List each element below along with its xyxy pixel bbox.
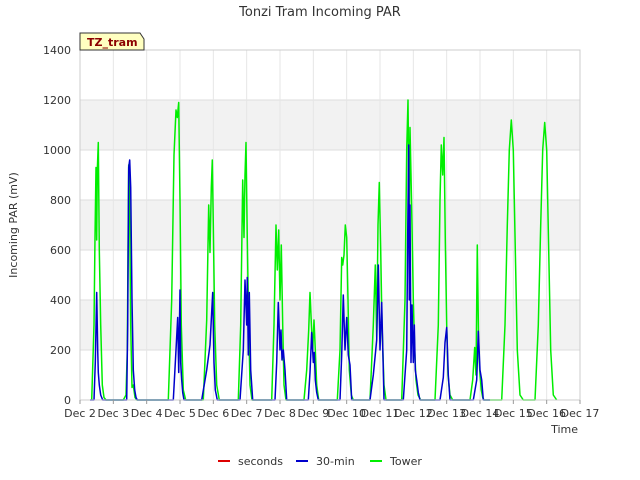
chart-title: Tonzi Tram Incoming PAR [238,5,401,20]
x-tick-label: Dec 14 [461,407,500,420]
plot-frame [79,49,581,401]
x-tick-label: Dec 13 [427,407,466,420]
legend-label-seconds: seconds [238,455,283,468]
x-tick-label: Dec 6 [197,407,229,420]
y-tick-label: 200 [50,344,71,357]
y-tick-label: 600 [50,244,71,257]
x-tick-label: Dec 11 [361,407,400,420]
x-tick-label: Dec 8 [264,407,296,420]
x-tick-label: Dec 9 [297,407,329,420]
y-axis-title: Incoming PAR (mV) [7,172,20,278]
x-tick-label: Dec 17 [561,407,600,420]
y-tick-label: 1400 [43,44,71,57]
y-tick-label: 1000 [43,144,71,157]
x-tick-label: Dec 15 [494,407,533,420]
band-600 [80,200,580,250]
y-tick-label: 400 [50,294,71,307]
y-tick-label: 1200 [43,94,71,107]
x-tick-label: Dec 7 [231,407,263,420]
y-tick-label: 800 [50,194,71,207]
legend: seconds 30-min Tower [218,455,422,468]
x-tick-label: Dec 5 [164,407,196,420]
x-tick-label: Dec 2 [64,407,96,420]
x-tick-label: Dec 12 [394,407,433,420]
y-tick-label: 0 [64,394,71,407]
site-tag-label: TZ_tram [87,36,138,49]
x-tick-label: Dec 10 [327,407,366,420]
series-line-30-min [90,144,490,401]
legend-label-30-min: 30-min [316,455,355,468]
x-tick-label: Dec 4 [131,407,163,420]
x-axis: Dec 2 Dec 3 Dec 4 Dec 5 Dec 6 Dec 7 Dec 8 Dec 9… [64,400,599,420]
x-tick-label: Dec 3 [97,407,129,420]
band-1000 [80,100,580,150]
legend-label-Tower: Tower [389,455,422,468]
y-axis: 0 200 400 600 800 1000 1200 1400 [43,44,71,407]
band-200 [80,300,580,350]
x-tick-label: Dec 16 [527,407,566,420]
site-tag-box [79,32,145,51]
x-axis-title: Time [550,423,578,436]
site-tag: TZ_tram [79,32,145,51]
plot-background [80,100,580,350]
